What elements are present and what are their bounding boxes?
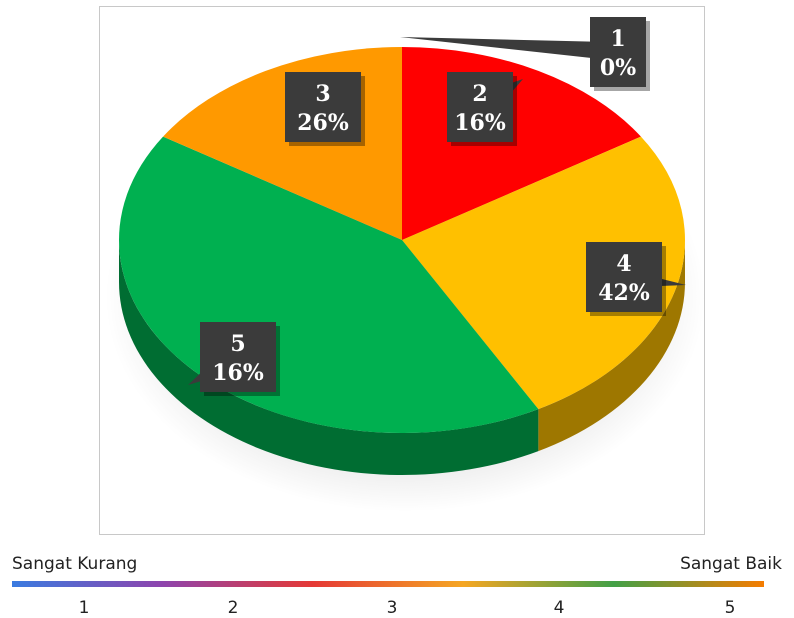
pie-chart: 10%216%326%442%516%: [105, 17, 704, 512]
data-label-1: 10%: [400, 17, 650, 91]
data-label-percent: 0%: [600, 55, 636, 81]
data-label-category: 5: [230, 331, 245, 357]
data-label-box: [590, 17, 646, 87]
scale-tick-2: 2: [227, 598, 239, 618]
data-label-3: 326%: [285, 72, 365, 146]
data-label-category: 2: [472, 81, 487, 107]
pie-slice-3: [402, 136, 685, 410]
scale-tick-5: 5: [724, 598, 736, 618]
scale-left-label: Sangat Kurang: [12, 554, 138, 574]
rating-scale: Sangat Kurang Sangat Baik 1 2 3 4 5: [0, 548, 794, 618]
data-label-box: [285, 72, 361, 142]
data-label-2: 216%: [447, 72, 523, 146]
chart-frame: 1 0% 2 16% 3 26% 4 42% 5 16%: [99, 6, 705, 535]
scale-tick-4: 4: [553, 598, 565, 618]
data-label-category: 3: [315, 81, 330, 107]
data-label-category: 4: [616, 251, 631, 277]
data-label-5: 516%: [188, 322, 280, 396]
scale-tick-1: 1: [78, 598, 90, 618]
pie-side-4: [119, 240, 539, 475]
scale-gradient-bar: [12, 581, 764, 587]
pie-label-layer: 10%216%326%442%516%: [188, 17, 686, 396]
data-label-box: [586, 242, 662, 312]
data-label-category: 1: [610, 26, 625, 52]
data-label-percent: 16%: [454, 110, 506, 136]
pie-side-layer: [119, 240, 685, 475]
scale-right-label: Sangat Baik: [680, 554, 782, 574]
data-label-percent: 16%: [212, 360, 264, 386]
data-label-percent: 26%: [297, 110, 349, 136]
data-label-4: 442%: [586, 242, 686, 316]
data-label-percent: 42%: [598, 280, 650, 306]
data-label-pointer: [400, 37, 628, 62]
data-label-box: [447, 72, 513, 142]
data-label-box: [200, 322, 276, 392]
scale-tick-3: 3: [386, 598, 398, 618]
pie-side-3: [538, 240, 685, 452]
